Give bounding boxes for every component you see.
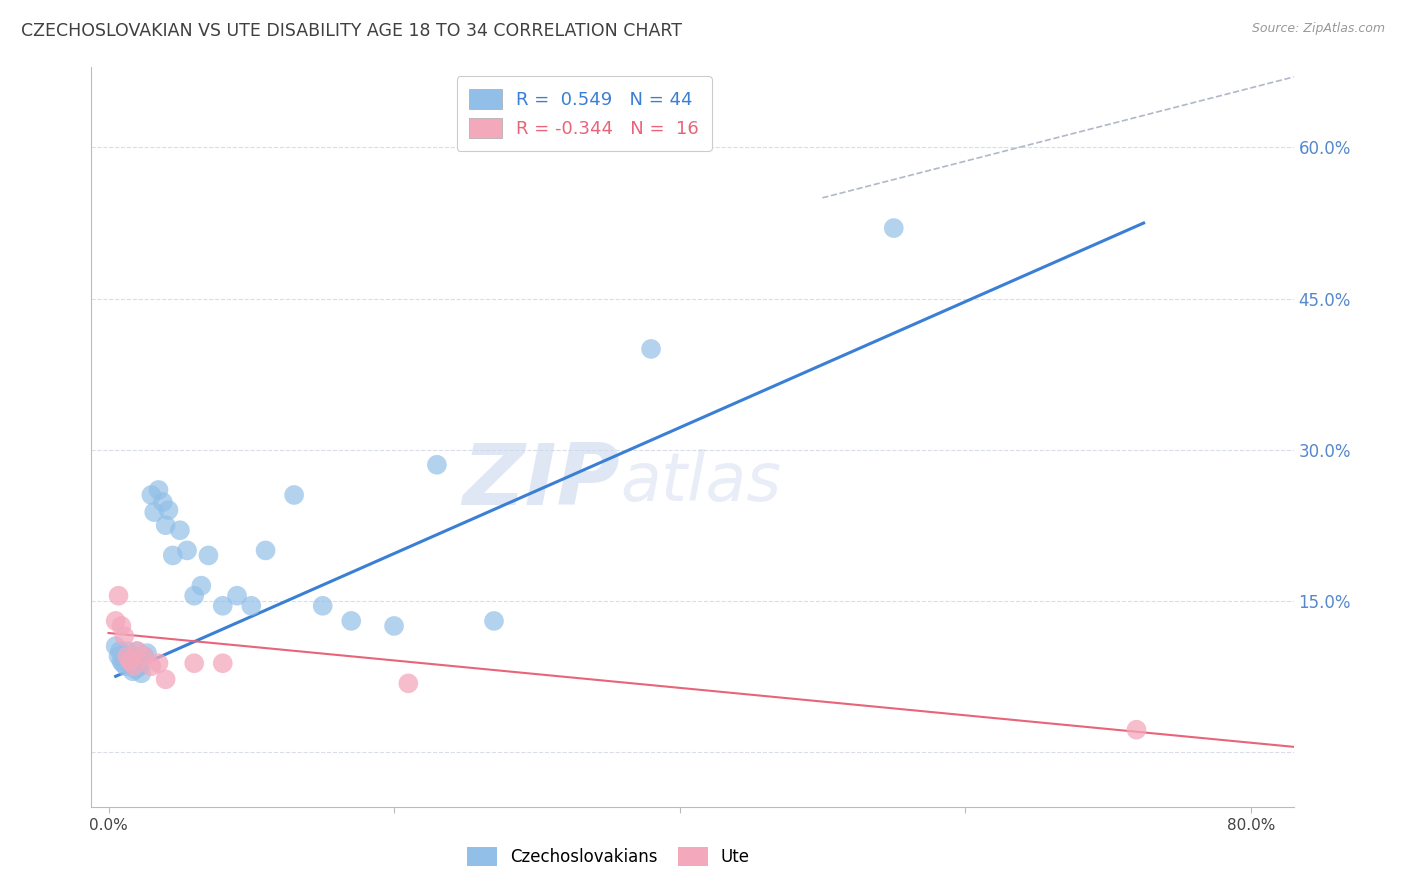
Point <box>104 614 127 628</box>
Point <box>131 666 153 681</box>
Point <box>162 549 184 563</box>
Point <box>1125 723 1147 737</box>
Point <box>121 665 143 679</box>
Point <box>155 673 177 687</box>
Point <box>141 488 163 502</box>
Point <box>125 644 148 658</box>
Point <box>254 543 277 558</box>
Point <box>211 657 233 671</box>
Text: Source: ZipAtlas.com: Source: ZipAtlas.com <box>1251 22 1385 36</box>
Point <box>148 657 170 671</box>
Text: CZECHOSLOVAKIAN VS UTE DISABILITY AGE 18 TO 34 CORRELATION CHART: CZECHOSLOVAKIAN VS UTE DISABILITY AGE 18… <box>21 22 682 40</box>
Point <box>396 676 419 690</box>
Point <box>382 619 405 633</box>
Point <box>125 644 148 658</box>
Point <box>226 589 249 603</box>
Point <box>143 505 166 519</box>
Point <box>118 652 141 666</box>
Point <box>640 342 662 356</box>
Point <box>118 654 141 668</box>
Point <box>111 657 134 671</box>
Point <box>110 619 132 633</box>
Point <box>169 523 191 537</box>
Point <box>128 654 150 668</box>
Point <box>122 649 145 664</box>
Point <box>134 649 156 664</box>
Point <box>110 654 132 668</box>
Text: atlas: atlas <box>620 449 782 515</box>
Point <box>157 503 180 517</box>
Point <box>883 221 905 235</box>
Point <box>107 589 129 603</box>
Point <box>141 659 163 673</box>
Point <box>183 657 205 671</box>
Point <box>482 614 505 628</box>
Point <box>107 649 129 664</box>
Point <box>114 659 136 673</box>
Point <box>197 549 219 563</box>
Text: ZIP: ZIP <box>463 440 620 523</box>
Point <box>155 518 177 533</box>
Point <box>115 644 138 658</box>
Point <box>176 543 198 558</box>
Point <box>134 649 156 664</box>
Point <box>120 657 142 671</box>
Point <box>104 639 127 653</box>
Point <box>183 589 205 603</box>
Point <box>136 646 159 660</box>
Point <box>426 458 449 472</box>
Point <box>340 614 363 628</box>
Point <box>312 599 335 613</box>
Point <box>152 495 174 509</box>
Point <box>283 488 305 502</box>
Point <box>129 659 152 673</box>
Point <box>240 599 263 613</box>
Point <box>148 483 170 497</box>
Point <box>190 579 212 593</box>
Point <box>122 659 145 673</box>
Point <box>117 649 139 664</box>
Point <box>112 629 135 643</box>
Point <box>124 662 146 676</box>
Point <box>115 649 138 664</box>
Point <box>112 652 135 666</box>
Point <box>211 599 233 613</box>
Point <box>108 644 131 658</box>
Legend: Czechoslovakians, Ute: Czechoslovakians, Ute <box>460 840 756 873</box>
